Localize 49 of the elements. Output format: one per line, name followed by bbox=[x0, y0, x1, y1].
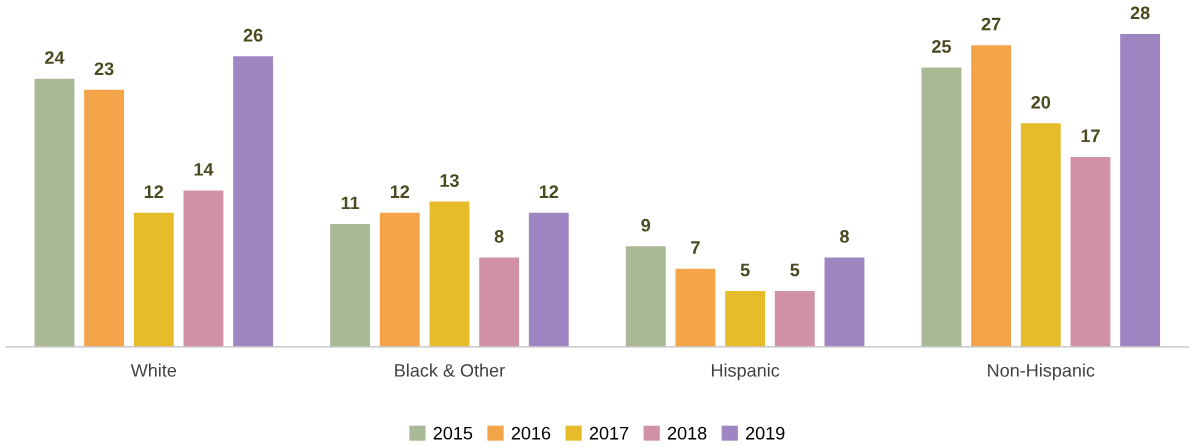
x-tick-label: Non-Hispanic bbox=[988, 363, 1095, 381]
data-label: 28 bbox=[1130, 6, 1150, 20]
bar bbox=[34, 78, 75, 347]
data-label: 13 bbox=[440, 174, 459, 187]
x-tick-label: Black & Other bbox=[395, 363, 505, 377]
bar bbox=[183, 190, 224, 347]
data-label: 25 bbox=[932, 40, 951, 53]
data-label: 14 bbox=[194, 163, 214, 176]
bar bbox=[725, 291, 766, 347]
data-label: 27 bbox=[981, 17, 1001, 31]
data-label: 8 bbox=[840, 230, 849, 243]
bar bbox=[625, 246, 666, 347]
data-label: 17 bbox=[1081, 129, 1100, 143]
bar bbox=[479, 257, 520, 347]
data-label: 7 bbox=[691, 241, 700, 254]
data-label: 11 bbox=[341, 196, 360, 210]
data-label: 12 bbox=[539, 185, 559, 198]
legend-label: 2018 bbox=[667, 426, 707, 440]
legend-label: 2015 bbox=[433, 426, 473, 440]
bar bbox=[1020, 123, 1061, 347]
bar bbox=[330, 223, 371, 347]
bar bbox=[675, 268, 716, 347]
data-label: 12 bbox=[390, 185, 410, 198]
bar bbox=[921, 67, 962, 347]
data-label: 8 bbox=[494, 230, 504, 243]
bar bbox=[429, 201, 470, 347]
legend-label: 2019 bbox=[746, 426, 785, 440]
bar bbox=[233, 56, 274, 347]
bar bbox=[774, 291, 815, 347]
x-tick-label: White bbox=[130, 363, 177, 377]
legend-label: 2017 bbox=[589, 426, 629, 440]
bar bbox=[528, 212, 569, 347]
data-label: 5 bbox=[740, 263, 750, 277]
bar bbox=[133, 212, 174, 347]
bar bbox=[971, 45, 1012, 347]
bar bbox=[1120, 33, 1161, 347]
bar bbox=[379, 212, 420, 347]
data-label: 5 bbox=[790, 263, 800, 277]
data-label: 9 bbox=[641, 218, 651, 232]
x-tick-label: Hispanic bbox=[711, 363, 780, 381]
data-label: 20 bbox=[1031, 95, 1051, 109]
data-label: 23 bbox=[94, 62, 114, 76]
data-label: 24 bbox=[45, 51, 65, 64]
bar bbox=[1070, 156, 1111, 347]
bar bbox=[824, 257, 865, 347]
legend-label: 2016 bbox=[511, 426, 551, 440]
bar bbox=[84, 89, 125, 347]
data-label: 12 bbox=[144, 185, 164, 198]
data-label: 26 bbox=[243, 28, 263, 42]
